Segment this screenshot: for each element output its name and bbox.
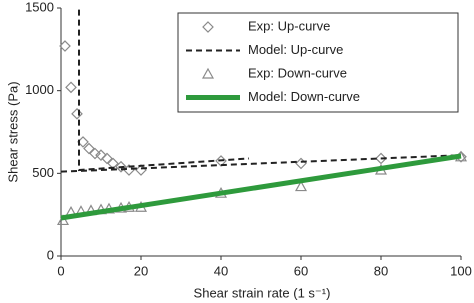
x-axis-label: Shear strain rate (1 s⁻¹) [194,285,331,300]
marker [115,160,127,173]
x-tick-label: 100 [450,263,472,278]
marker [295,157,307,170]
x-tick-label: 40 [214,263,228,278]
y-tick-label: 0 [47,247,54,262]
y-axis-label: Shear stress (Pa) [5,81,20,182]
legend-label: Exp: Up-curve [248,18,330,33]
marker [89,147,101,160]
y-tick-label: 1000 [25,82,54,97]
marker [294,180,308,192]
marker [95,149,107,161]
legend-label: Model: Up-curve [248,42,343,57]
marker [375,152,387,165]
model-line [60,153,462,221]
y-tick-label: 500 [32,165,54,180]
marker [56,214,70,226]
legend-label: Exp: Down-curve [248,65,347,80]
x-tick-label: 80 [374,263,388,278]
x-tick-label: 20 [134,263,148,278]
marker [101,152,113,165]
x-tick-label: 60 [294,263,308,278]
x-tick-label: 0 [57,263,64,278]
legend-marker [202,21,214,33]
marker [83,142,95,155]
marker [65,81,77,94]
y-tick-label: 1500 [25,0,54,14]
marker [71,107,83,120]
legend-marker [201,67,215,79]
legend-label: Model: Down-curve [248,89,360,104]
marker [59,40,71,52]
model-line [60,9,462,173]
